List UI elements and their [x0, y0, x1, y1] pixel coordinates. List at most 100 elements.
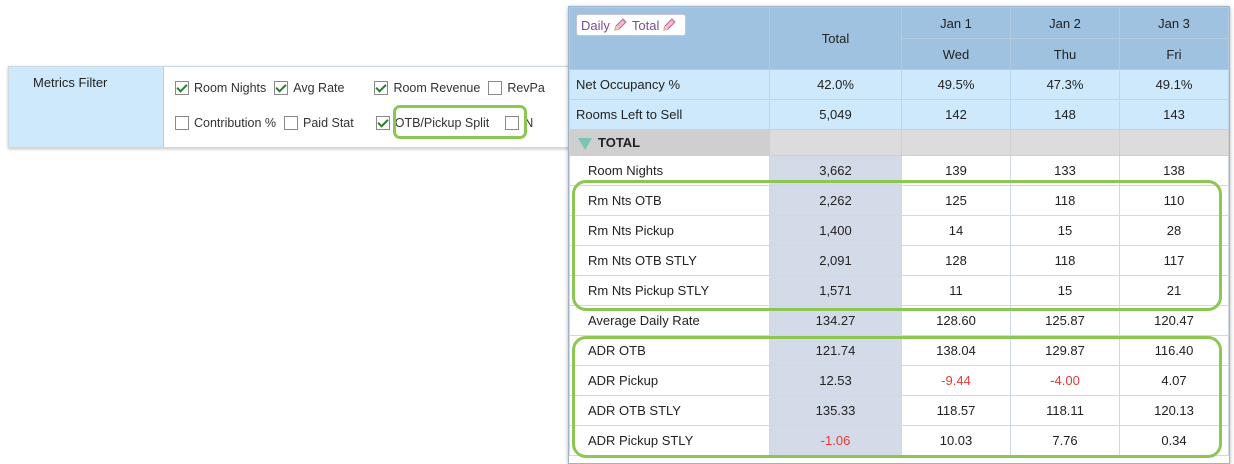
checkbox-room-nights[interactable] [175, 81, 189, 95]
cell-value: 10.03 [901, 425, 1011, 456]
checkbox-paid-stat[interactable] [284, 116, 298, 130]
cell-value: 28 [1119, 215, 1229, 246]
table-row: ADR Pickup 12.53 -9.44 -4.00 4.07 [569, 365, 1229, 396]
row-total: 1,400 [769, 215, 902, 246]
filter-paid-stat[interactable]: Paid Stat [284, 116, 354, 130]
row-total: 3,662 [769, 155, 902, 186]
row-total: 2,262 [769, 185, 902, 216]
cell-value: 21 [1119, 275, 1229, 306]
cell-value: 118 [1010, 185, 1120, 216]
metrics-filter-label-cell: Metrics Filter [9, 67, 164, 147]
table-row: Rm Nts Pickup 1,400 14 15 28 [569, 215, 1229, 246]
metrics-filter-panel: Metrics Filter Room Nights Avg Rate Room… [8, 66, 574, 148]
row-total: 134.27 [769, 305, 902, 336]
row-label: ADR Pickup [569, 365, 770, 396]
filter-otb-pickup-split[interactable]: OTB/Pickup Split [375, 116, 490, 130]
cell-value: 49.1% [1119, 69, 1229, 100]
cell-value: 7.76 [1010, 425, 1120, 456]
checkbox-otb-pickup-split[interactable] [375, 116, 390, 130]
header-date-2: Jan 2 [1010, 7, 1120, 39]
checkbox-avg-rate[interactable] [274, 81, 289, 95]
cell-value: 11 [901, 275, 1011, 306]
cell-value: 128.60 [901, 305, 1011, 336]
cell-value: 47.3% [1010, 69, 1120, 100]
collapse-triangle-icon[interactable] [578, 137, 592, 150]
cell-value: 116.40 [1119, 335, 1229, 366]
section-total-toggle[interactable]: TOTAL [569, 129, 770, 156]
table-row: Rm Nts OTB 2,262 125 118 110 [569, 185, 1229, 216]
cell-value: 15 [1010, 215, 1120, 246]
filter-row-2: Contribution % Paid Stat OTB/Pickup Spli… [175, 108, 541, 138]
tab-total[interactable]: Total [632, 17, 677, 33]
table-row: ADR Pickup STLY -1.06 10.03 7.76 0.34 [569, 425, 1229, 456]
row-label: Room Nights [569, 155, 770, 186]
table-row: ADR OTB STLY 135.33 118.57 118.11 120.13 [569, 395, 1229, 426]
section-header-row[interactable]: TOTAL [569, 129, 1229, 156]
filter-contribution-label: Contribution % [194, 116, 276, 130]
tab-daily[interactable]: Daily [581, 17, 628, 33]
row-label: Rm Nts OTB [569, 185, 770, 216]
cell-value: 148 [1010, 99, 1120, 130]
row-label: ADR OTB [569, 335, 770, 366]
cell-value: 128 [901, 245, 1011, 276]
row-total: 1,571 [769, 275, 902, 306]
checkbox-n[interactable] [505, 116, 520, 130]
cell-value: 4.07 [1119, 365, 1229, 396]
cell-value: 125.87 [1010, 305, 1120, 336]
filter-revpar-label: RevPa [507, 81, 545, 95]
checkbox-revpar[interactable] [488, 81, 503, 95]
cell-value: 120.47 [1119, 305, 1229, 336]
header-date-3: Jan 3 [1119, 7, 1229, 39]
header-corner: Daily Total [569, 7, 770, 70]
section-filler [1119, 129, 1229, 156]
filter-room-nights[interactable]: Room Nights [175, 81, 266, 95]
row-label: Net Occupancy % [569, 69, 770, 100]
table-row: Rm Nts OTB STLY 2,091 128 118 117 [569, 245, 1229, 276]
row-label: ADR OTB STLY [569, 395, 770, 426]
filter-paid-stat-label: Paid Stat [303, 116, 354, 130]
pencil-icon [614, 18, 627, 31]
table-row: ADR OTB 121.74 138.04 129.87 116.40 [569, 335, 1229, 366]
view-tabs: Daily Total [576, 14, 687, 36]
row-label: ADR Pickup STLY [569, 425, 770, 456]
cell-value: 138 [1119, 155, 1229, 186]
row-total: 135.33 [769, 395, 902, 426]
table-row: Net Occupancy % 42.0% 49.5% 47.3% 49.1% [569, 69, 1229, 100]
checkbox-room-revenue[interactable] [374, 81, 389, 95]
row-label: Rm Nts Pickup STLY [569, 275, 770, 306]
cell-value: 14 [901, 215, 1011, 246]
cell-value: 125 [901, 185, 1011, 216]
checkbox-contribution[interactable] [175, 116, 189, 130]
filter-n[interactable]: N [505, 116, 533, 130]
cell-value: 118 [1010, 245, 1120, 276]
cell-value: 139 [901, 155, 1011, 186]
filter-contribution[interactable]: Contribution % [175, 116, 276, 130]
header-weekday-3: Fri [1119, 38, 1229, 70]
tab-daily-label: Daily [581, 17, 610, 33]
section-filler [901, 129, 1011, 156]
table-row: Rm Nts Pickup STLY 1,571 11 15 21 [569, 275, 1229, 306]
table-row: Rooms Left to Sell 5,049 142 148 143 [569, 99, 1229, 130]
report-grid: Daily Total [568, 6, 1230, 464]
tab-total-label: Total [631, 17, 660, 33]
table-row: Room Nights 3,662 139 133 138 [569, 155, 1229, 186]
filter-room-nights-label: Room Nights [194, 81, 267, 95]
filter-room-revenue[interactable]: Room Revenue [374, 81, 480, 95]
row-label: Average Daily Rate [569, 305, 770, 336]
filter-avg-rate[interactable]: Avg Rate [274, 81, 344, 95]
cell-value: 118.11 [1010, 395, 1120, 426]
filter-otb-pickup-split-label: OTB/Pickup Split [394, 116, 490, 130]
cell-value: 120.13 [1119, 395, 1229, 426]
filter-revpar[interactable]: RevPa [488, 81, 545, 95]
cell-value: 142 [901, 99, 1011, 130]
row-label: Rm Nts OTB STLY [569, 245, 770, 276]
filter-room-revenue-label: Room Revenue [393, 81, 481, 95]
section-filler [1010, 129, 1120, 156]
header-weekday-1: Wed [901, 38, 1011, 70]
metrics-filter-label: Metrics Filter [33, 75, 108, 90]
section-filler [769, 129, 902, 156]
row-total: -1.06 [769, 425, 902, 456]
cell-value: 0.34 [1119, 425, 1229, 456]
filter-row-1: Room Nights Avg Rate Room Revenue RevPa [175, 73, 553, 103]
cell-value: 110 [1119, 185, 1229, 216]
